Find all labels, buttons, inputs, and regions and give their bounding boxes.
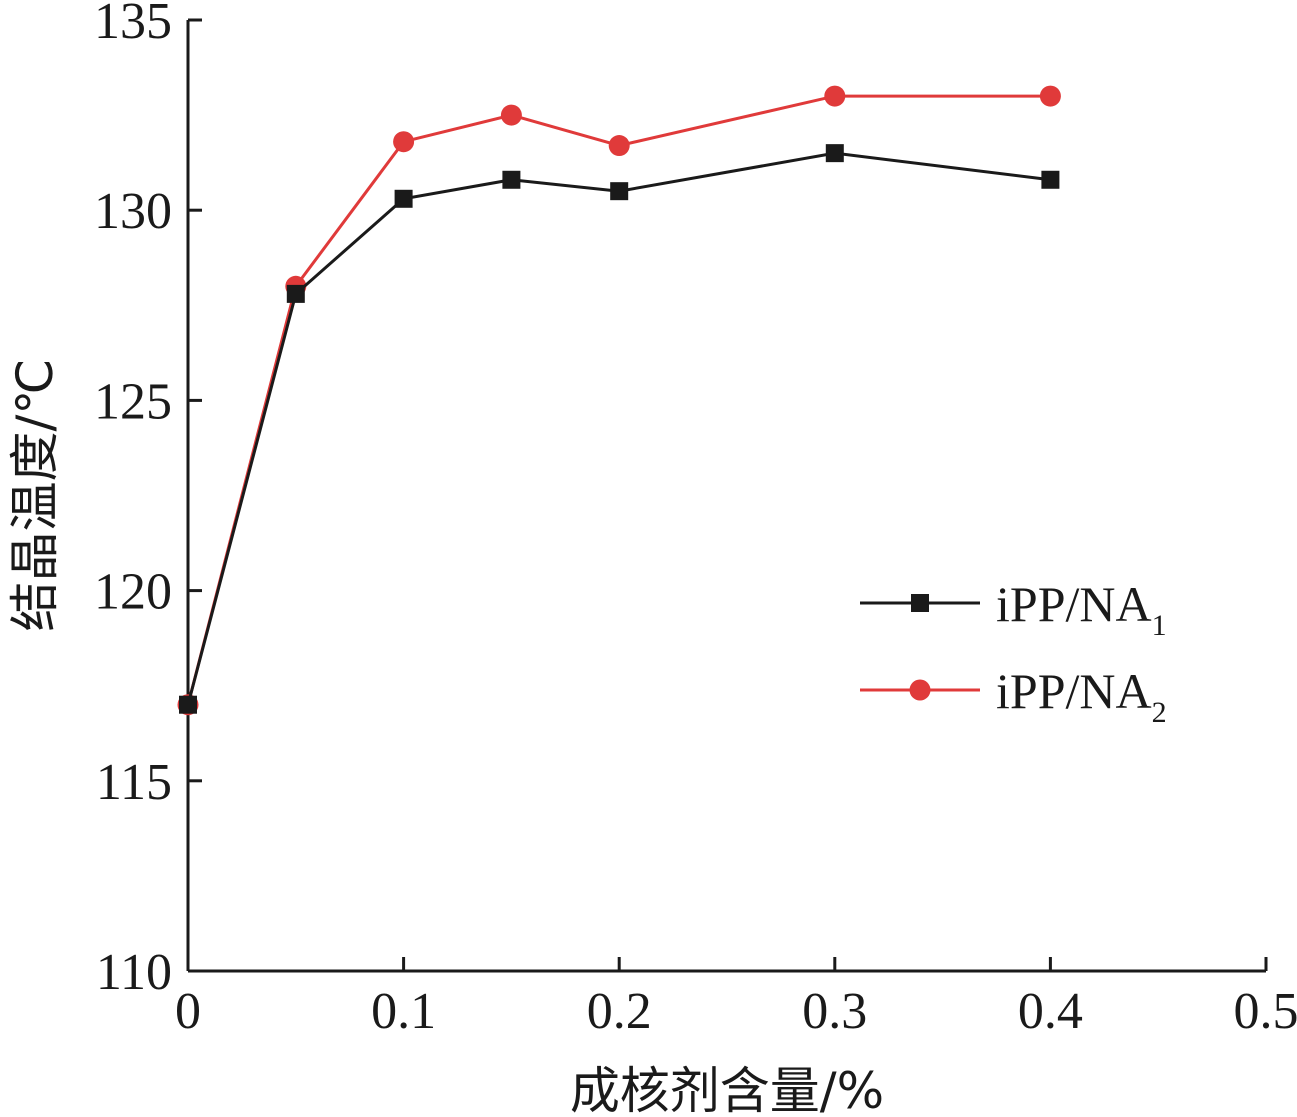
y-tick-label: 120	[94, 564, 172, 621]
x-tick-label: 0.3	[802, 983, 867, 1040]
x-axis-title: 成核剂含量/%	[570, 1062, 884, 1117]
y-tick-label: 125	[94, 373, 172, 430]
data-point-square	[1041, 170, 1060, 189]
data-point-square	[286, 284, 305, 303]
data-point-square	[610, 182, 629, 201]
x-tick-label: 0.2	[587, 983, 652, 1040]
y-axis-title: 结晶温度/℃	[6, 359, 64, 632]
legend-label: iPP/NA2	[996, 663, 1167, 729]
data-point-circle	[393, 131, 415, 153]
data-point-circle	[909, 679, 931, 701]
data-point-circle	[824, 85, 846, 107]
data-point-circle	[1039, 85, 1061, 107]
x-tick-label: 0.5	[1234, 983, 1297, 1040]
x-tick-label: 0	[175, 983, 201, 1040]
y-tick-label: 130	[94, 183, 172, 240]
data-point-circle	[500, 104, 522, 126]
legend-label-sub: 2	[1152, 696, 1167, 729]
y-tick-label: 115	[96, 754, 172, 811]
y-tick-label: 135	[94, 0, 172, 50]
data-point-circle	[608, 135, 630, 157]
axes	[186, 20, 1266, 973]
legend-label: iPP/NA1	[996, 576, 1167, 642]
y-tick-label: 110	[96, 944, 172, 1001]
x-tick-label: 0.1	[371, 983, 436, 1040]
data-point-square	[825, 144, 844, 163]
ticks: 110 115 120 125 130 135 0 0.1 0.2 0.3 0.4 0.5	[94, 0, 1297, 1040]
series-layer	[177, 85, 1061, 716]
legend-label-main: iPP/NA	[996, 576, 1152, 632]
x-tick-label: 0.4	[1018, 983, 1083, 1040]
data-point-square	[911, 594, 929, 612]
legend-label-sub: 1	[1152, 609, 1167, 642]
legend-label-main: iPP/NA	[996, 663, 1152, 719]
data-point-square	[179, 695, 197, 714]
series-line	[186, 151, 1051, 706]
data-point-square	[394, 189, 413, 208]
data-point-square	[502, 170, 521, 189]
